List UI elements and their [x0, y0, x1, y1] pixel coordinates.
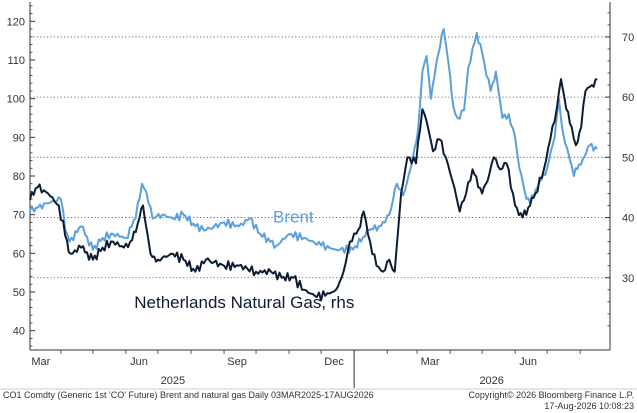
- year-label: 2025: [161, 375, 185, 387]
- right-tick-label: 30: [622, 273, 634, 285]
- year-label: 2026: [479, 375, 503, 387]
- right-tick-label: 70: [622, 32, 634, 44]
- right-tick-label: 50: [622, 152, 634, 164]
- left-tick-label: 60: [13, 248, 25, 260]
- left-tick-label: 100: [7, 94, 25, 106]
- month-label: Mar: [421, 356, 440, 368]
- series-line-0: [29, 28, 598, 255]
- gridlines: [30, 36, 610, 279]
- axes: 40 50 60 70 80 90 100 110 120 30 40 50 60 70 Mar Jun Sep…: [7, 2, 634, 388]
- right-tick-label: 60: [622, 92, 634, 104]
- right-tick-label: 40: [622, 213, 634, 225]
- footer-copyright: Copyright© 2026 Bloomberg Finance L.P.: [468, 390, 634, 400]
- series-label-1: Netherlands Natural Gas, rhs: [134, 293, 354, 312]
- footer-timestamp: 17-Aug-2026 10:08:23: [544, 401, 634, 411]
- series-line-1: [29, 78, 598, 302]
- left-tick-label: 50: [13, 287, 25, 299]
- series-label-0: Brent: [273, 207, 314, 226]
- month-label: Jun: [519, 356, 537, 368]
- month-label: Mar: [31, 356, 50, 368]
- left-tick-label: 40: [13, 326, 25, 338]
- footer: CO1 Comdty (Generic 1st 'CO' Future) Bre…: [0, 388, 637, 411]
- series-lines: [29, 28, 598, 302]
- left-tick-label: 70: [13, 210, 25, 222]
- month-label: Sep: [227, 356, 247, 368]
- month-label: Dec: [324, 356, 344, 368]
- month-label: Jun: [130, 356, 148, 368]
- series-labels: Brent Netherlands Natural Gas, rhs: [134, 207, 354, 311]
- left-tick-label: 110: [7, 55, 25, 67]
- left-tick-label: 120: [7, 16, 25, 28]
- footer-source: CO1 Comdty (Generic 1st 'CO' Future) Bre…: [3, 390, 374, 400]
- left-tick-label: 80: [13, 171, 25, 183]
- left-tick-label: 90: [13, 132, 25, 144]
